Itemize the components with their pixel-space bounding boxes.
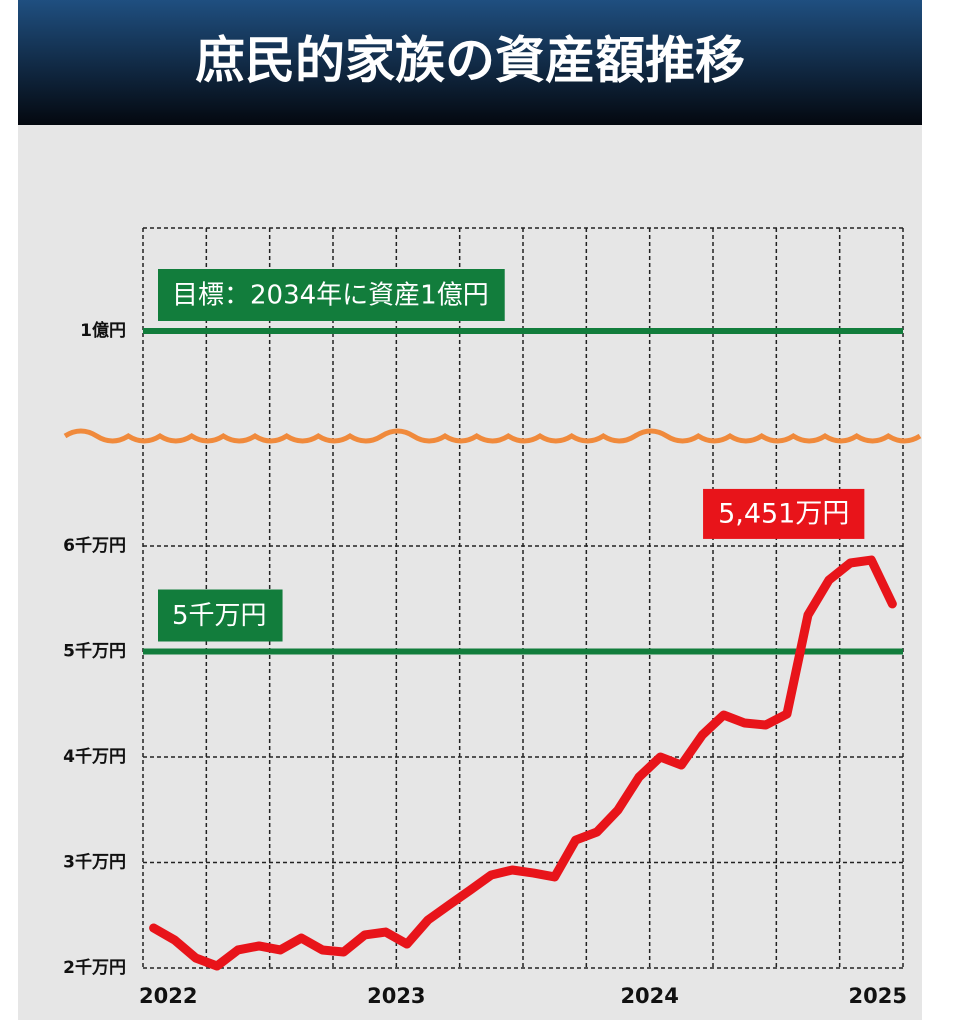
reference-label-box xyxy=(158,589,283,642)
y-tick-label: 3千万円 xyxy=(63,853,126,873)
y-tick-label: 1億円 xyxy=(80,320,126,341)
x-tick-label: 2023 xyxy=(367,984,425,1008)
y-tick-label: 6千万円 xyxy=(63,536,126,556)
axis-break xyxy=(63,428,922,444)
x-tick-label: 2022 xyxy=(139,984,197,1008)
y-tick-label: 2千万円 xyxy=(63,958,126,978)
x-tick-label: 2024 xyxy=(620,984,678,1008)
y-tick-label: 4千万円 xyxy=(63,747,126,767)
reference-label-text: 5千万円 xyxy=(172,601,267,631)
y-tick-label: 5千万円 xyxy=(63,642,126,662)
data-line xyxy=(149,555,897,971)
reference-label: 目標：2034年に資産1億円 xyxy=(158,269,505,321)
x-tick-label: 2025 xyxy=(849,984,907,1008)
chart-title: 庶民的家族の資産額推移 xyxy=(195,32,745,90)
reference-label-box xyxy=(158,269,505,321)
reference-label: 5千万円 xyxy=(158,589,283,642)
value-label: 5,451万円 xyxy=(703,488,865,539)
reference-label-text: 目標：2034年に資産1億円 xyxy=(172,281,489,311)
title-bar xyxy=(18,0,922,125)
value-label-text: 5,451万円 xyxy=(718,498,849,529)
value-label-box xyxy=(703,488,865,539)
